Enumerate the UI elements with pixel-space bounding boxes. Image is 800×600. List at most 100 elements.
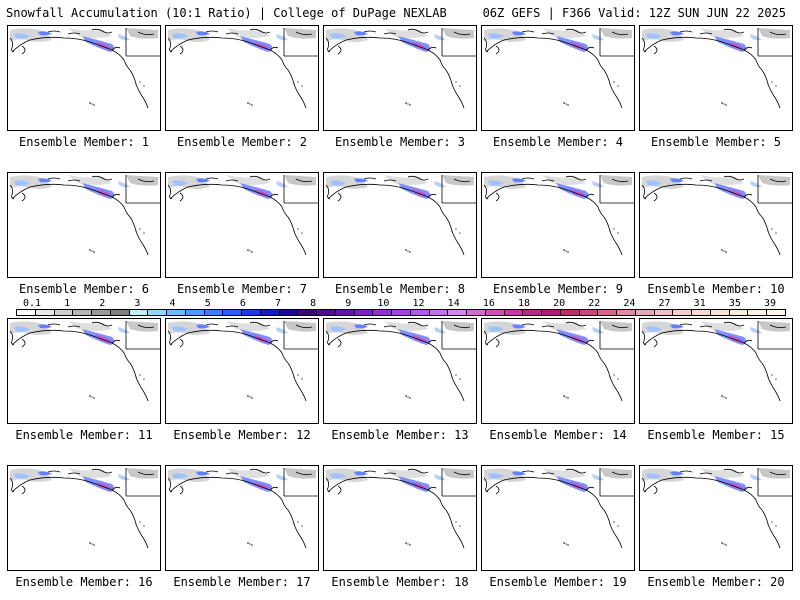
ensemble-panel: Ensemble Member: 5 [639, 25, 793, 149]
colorbar-tick-label: 7 [274, 298, 282, 309]
colorbar-tick-label: 39 [763, 298, 777, 309]
ensemble-member-label: Ensemble Member: 16 [15, 575, 153, 589]
colorbar-swatch [429, 310, 449, 315]
colorbar-swatch [185, 310, 205, 315]
snowfall-map [481, 25, 635, 131]
colorbar-swatch [504, 310, 524, 315]
colorbar-swatch [129, 310, 149, 315]
ensemble-member-label: Ensemble Member: 12 [173, 428, 311, 442]
model-run-info: 06Z GEFS | F366 Valid: 12Z SUN JUN 22 20… [482, 6, 786, 20]
ensemble-member-label: Ensemble Member: 14 [489, 428, 627, 442]
ensemble-member-label: Ensemble Member: 3 [334, 135, 466, 149]
colorbar-tick-label: 12 [412, 298, 425, 309]
ensemble-member-label: Ensemble Member: 13 [331, 428, 469, 442]
colorbar-tick-label: 24 [623, 298, 636, 309]
snowfall-map [639, 172, 793, 278]
colorbar-labels: 0.1 1 2 3 4 5 6 7 8 9 10 12 14 16 18 20 22 24 27 31 35 39 [16, 298, 786, 309]
snowfall-map [639, 318, 793, 424]
snowfall-map [323, 318, 477, 424]
colorbar-swatch [748, 310, 767, 315]
colorbar-swatch [392, 310, 411, 315]
snowfall-map [165, 318, 319, 424]
ensemble-panel: Ensemble Member: 19 [481, 465, 635, 589]
snowfall-colorbar: 0.1 1 2 3 4 5 6 7 8 9 10 12 14 16 18 20 22 24 27 31 35 39 [16, 298, 786, 318]
snowfall-map [481, 172, 635, 278]
ensemble-panel: Ensemble Member: 10 [639, 172, 793, 296]
colorbar-swatch [710, 310, 730, 315]
ensemble-panel: Ensemble Member: 4 [481, 25, 635, 149]
colorbar-swatch [523, 310, 542, 315]
snowfall-map [7, 318, 161, 424]
colorbar-tick-label: 1 [64, 298, 71, 309]
colorbar-swatch [467, 310, 486, 315]
colorbar-tick-label: 8 [310, 298, 317, 309]
snowfall-map [7, 25, 161, 131]
ensemble-panel: Ensemble Member: 18 [323, 465, 477, 589]
ensemble-member-label: Ensemble Member: 18 [331, 575, 469, 589]
colorbar-tick-label: 9 [345, 298, 352, 309]
ensemble-panel: Ensemble Member: 7 [165, 172, 319, 296]
snowfall-map [7, 172, 161, 278]
snowfall-map [323, 25, 477, 131]
ensemble-member-label: Ensemble Member: 1 [18, 135, 150, 149]
colorbar-swatch [542, 310, 561, 315]
page-title: Snowfall Accumulation (10:1 Ratio) | Col… [6, 6, 447, 20]
colorbar-swatch [598, 310, 617, 315]
ensemble-panel: Ensemble Member: 14 [481, 318, 635, 442]
colorbar-swatch [260, 310, 280, 315]
ensemble-panel: Ensemble Member: 11 [7, 318, 161, 442]
colorbar-swatch [354, 310, 374, 315]
ensemble-member-label: Ensemble Member: 19 [489, 575, 627, 589]
colorbar-swatch [17, 310, 36, 315]
ensemble-member-label: Ensemble Member: 20 [647, 575, 785, 589]
colorbar-swatch [73, 310, 92, 315]
colorbar-swatch [317, 310, 336, 315]
snowfall-map [481, 465, 635, 571]
colorbar-swatch [617, 310, 636, 315]
colorbar-swatch [373, 310, 392, 315]
colorbar-tick-label: 6 [239, 298, 246, 309]
colorbar-tick-label: 16 [482, 298, 495, 309]
colorbar-tick-label: 10 [377, 298, 390, 309]
ensemble-panel: Ensemble Member: 16 [7, 465, 161, 589]
colorbar-swatch [654, 310, 674, 315]
colorbar-swatch [673, 310, 692, 315]
colorbar-swatch [148, 310, 167, 315]
ensemble-member-label: Ensemble Member: 15 [647, 428, 785, 442]
colorbar-swatch [635, 310, 655, 315]
colorbar-swatch [485, 310, 505, 315]
ensemble-member-label: Ensemble Member: 8 [334, 282, 466, 296]
ensemble-panel: Ensemble Member: 20 [639, 465, 793, 589]
ensemble-panel: Ensemble Member: 15 [639, 318, 793, 442]
snowfall-map [165, 172, 319, 278]
colorbar-swatch [448, 310, 467, 315]
snowfall-map [323, 172, 477, 278]
colorbar-tick-label: 27 [658, 298, 671, 309]
ensemble-panel: Ensemble Member: 3 [323, 25, 477, 149]
ensemble-member-label: Ensemble Member: 17 [173, 575, 311, 589]
snowfall-map [639, 25, 793, 131]
ensemble-member-label: Ensemble Member: 6 [18, 282, 150, 296]
colorbar-tick-label: 0.1 [22, 298, 42, 309]
colorbar-tick-label: 14 [447, 298, 460, 309]
colorbar-swatch [335, 310, 355, 315]
ensemble-member-label: Ensemble Member: 2 [176, 135, 308, 149]
colorbar-tick-label: 4 [169, 298, 176, 309]
ensemble-member-label: Ensemble Member: 5 [650, 135, 782, 149]
colorbar-tick-label: 18 [517, 298, 531, 309]
ensemble-member-label: Ensemble Member: 9 [492, 282, 624, 296]
colorbar-swatch [729, 310, 749, 315]
ensemble-member-label: Ensemble Member: 11 [15, 428, 153, 442]
colorbar-swatch [279, 310, 299, 315]
colorbar-tick-label: 31 [693, 298, 706, 309]
ensemble-panel: Ensemble Member: 17 [165, 465, 319, 589]
ensemble-member-label: Ensemble Member: 10 [647, 282, 785, 296]
colorbar-swatch [579, 310, 599, 315]
colorbar-swatch [560, 310, 580, 315]
colorbar-swatch [242, 310, 261, 315]
ensemble-panel: Ensemble Member: 9 [481, 172, 635, 296]
snowfall-map [323, 465, 477, 571]
colorbar-swatch [54, 310, 74, 315]
snowfall-map [165, 25, 319, 131]
